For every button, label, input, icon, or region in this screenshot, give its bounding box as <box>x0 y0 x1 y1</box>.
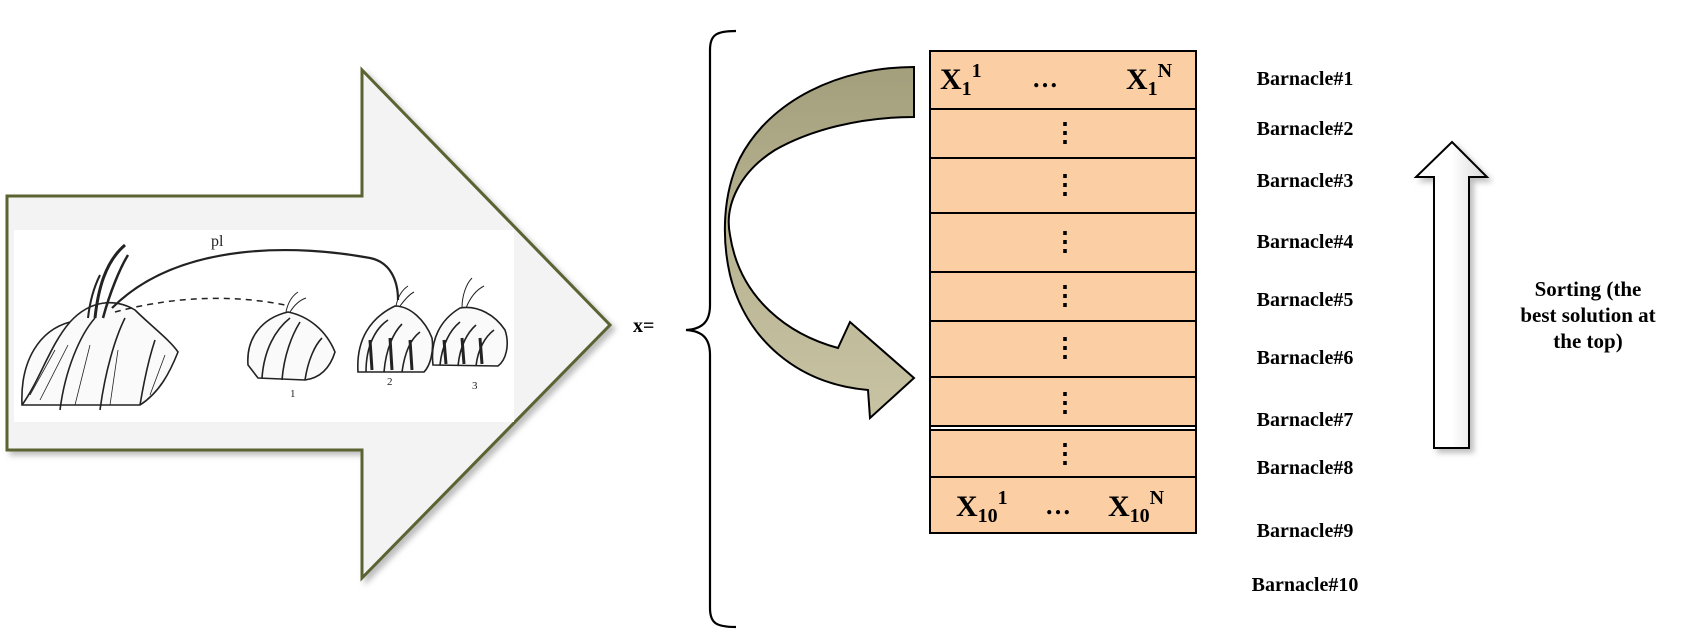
barnacle-label-6: Barnacle#6 <box>1256 347 1354 369</box>
last-row-end: X10N <box>1108 487 1165 527</box>
first-row-end: X1N <box>1126 60 1173 100</box>
barnacle-label-9: Barnacle#9 <box>1256 520 1354 542</box>
matrix-row-7 <box>931 376 1197 427</box>
sorting-label-line-1: Sorting (the <box>1534 277 1642 301</box>
barnacle-number-3: 3 <box>472 380 478 392</box>
sorting-label: Sorting (the best solution at the top) <box>1503 276 1673 354</box>
barnacle-2 <box>357 285 434 373</box>
barnacle-label-10: Barnacle#10 <box>1251 574 1359 596</box>
matrix-row-3 <box>931 157 1197 212</box>
dashed-path <box>114 297 286 313</box>
barnacle-label-5: Barnacle#5 <box>1256 289 1354 311</box>
matrix-row-5 <box>931 271 1197 320</box>
barnacle-label-4: Barnacle#4 <box>1256 231 1354 253</box>
barnacle-3 <box>431 277 508 367</box>
barnacle-label-1: Barnacle#1 <box>1256 68 1354 90</box>
first-row-ellipsis: … <box>1032 64 1058 93</box>
matrix-row-8 <box>931 429 1197 476</box>
matrix-row-9 <box>931 476 1197 534</box>
vertical-ellipsis-row-5: ⋮ <box>1052 281 1078 310</box>
barnacle-label-8: Barnacle#8 <box>1256 457 1354 479</box>
parent-barnacle <box>21 243 179 411</box>
barnacle-number-1: 1 <box>290 388 296 400</box>
first-row-start: X11 <box>940 60 982 100</box>
matrix-row-6 <box>931 320 1197 376</box>
vertical-ellipsis-row-3: ⋮ <box>1052 170 1078 199</box>
curly-brace <box>685 29 737 629</box>
up-arrow <box>1413 140 1490 449</box>
barnacle-number-2: 2 <box>387 376 393 388</box>
sorting-label-line-2: best solution at <box>1520 303 1656 327</box>
vertical-ellipsis-row-2: ⋮ <box>1052 118 1078 147</box>
arc-path <box>111 248 400 309</box>
barnacle-label-3: Barnacle#3 <box>1256 170 1354 192</box>
last-row-ellipsis: … <box>1045 491 1071 520</box>
vertical-ellipsis-row-6: ⋮ <box>1052 333 1078 362</box>
barnacle-illustration <box>21 243 508 411</box>
arc-label: pl <box>211 233 224 250</box>
last-row-start: X101 <box>956 487 1008 527</box>
vertical-ellipsis-row-7: ⋮ <box>1052 388 1078 417</box>
sorting-label-line-3: the top) <box>1553 329 1623 353</box>
barnacle-1 <box>247 291 336 381</box>
curved-arrow <box>723 65 916 421</box>
barnacle-label-2: Barnacle#2 <box>1256 118 1354 140</box>
barnacle-label-7: Barnacle#7 <box>1256 409 1354 431</box>
matrix-row-1 <box>931 50 1197 108</box>
vertical-ellipsis-row-8: ⋮ <box>1052 439 1078 468</box>
matrix-row-4 <box>931 212 1197 271</box>
vertical-ellipsis-row-4: ⋮ <box>1052 227 1078 256</box>
x-equals-label: x= <box>633 315 655 337</box>
matrix-row-2 <box>931 108 1197 157</box>
